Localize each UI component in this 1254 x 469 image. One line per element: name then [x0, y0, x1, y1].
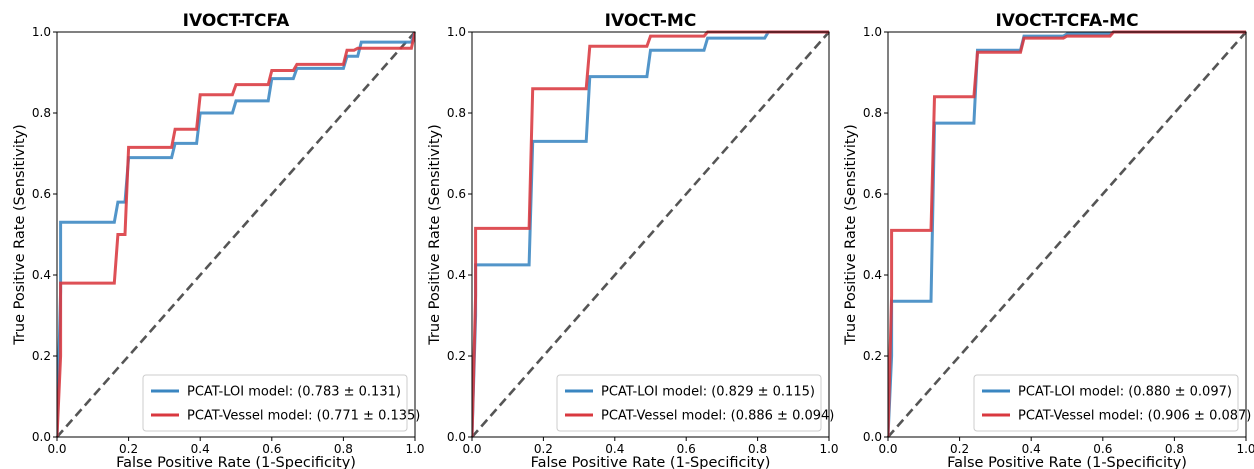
legend-label-series-1: PCAT-LOI model: (0.829 ± 0.115) — [601, 385, 815, 400]
y-tick-label: 0.6 — [32, 187, 51, 201]
x-tick-label: 0.4 — [605, 442, 624, 456]
legend: PCAT-LOI model: (0.880 ± 0.097) PCAT-Vess… — [973, 374, 1251, 432]
x-tick-label: 0.6 — [677, 442, 696, 456]
chart-panel-3: 0.0 0.2 0.4 0.6 0.8 1.0 0.0 0.2 0.4 0.6 0.8 1.0 IVOC… — [843, 11, 1254, 469]
chance-diagonal-line — [471, 31, 830, 438]
x-tick-label: 0.2 — [119, 442, 138, 456]
y-tick-label: 0.4 — [447, 268, 466, 282]
x-tick-label: 0.0 — [878, 442, 897, 456]
chart-panel-1: 0.0 0.2 0.4 0.6 0.8 1.0 0.0 0.2 0.4 0.6 0.8 1.0 IVOC… — [12, 11, 425, 469]
y-tick-label: 0.6 — [447, 187, 466, 201]
chance-diagonal-line — [56, 31, 416, 438]
legend-label-series-2: PCAT-Vessel model: (0.771 ± 0.135) — [187, 409, 420, 424]
legend-label-series-1: PCAT-LOI model: (0.880 ± 0.097) — [1018, 385, 1232, 400]
y-tick-label: 0.0 — [863, 430, 882, 444]
x-tick-label: 1.0 — [405, 442, 424, 456]
x-tick-label: 0.4 — [191, 442, 210, 456]
y-axis-label: True Positive Rate (Sensitivity) — [12, 124, 28, 346]
x-tick-label: 0.8 — [1165, 442, 1184, 456]
y-tick-label: 1.0 — [447, 25, 466, 39]
series-group — [472, 30, 829, 437]
x-axis-label: False Positive Rate (1-Specificity) — [947, 455, 1187, 469]
x-tick-label: 0.0 — [462, 442, 481, 456]
legend-box — [973, 374, 1239, 432]
legend-box — [556, 374, 822, 432]
roc-curve-series-2 — [888, 30, 1246, 437]
legend-box — [142, 374, 408, 432]
y-tick-label: 0.8 — [863, 106, 882, 120]
y-axis-label: True Positive Rate (Sensitivity) — [427, 124, 443, 346]
x-tick-label: 1.0 — [1236, 442, 1254, 456]
roc-curve-series-1 — [472, 30, 829, 437]
series-group — [57, 31, 415, 437]
x-tick-label: 0.0 — [47, 442, 66, 456]
chart-panel-2: 0.0 0.2 0.4 0.6 0.8 1.0 0.0 0.2 0.4 0.6 0.8 1.0 IVOC… — [427, 11, 839, 469]
legend-label-series-1: PCAT-LOI model: (0.783 ± 0.131) — [187, 385, 401, 400]
roc-curve-series-2 — [57, 31, 415, 437]
chance-diagonal-line — [887, 31, 1247, 438]
x-tick-label: 0.4 — [1022, 442, 1041, 456]
chart-title: IVOCT-TCFA — [183, 11, 291, 31]
y-tick-label: 0.2 — [863, 349, 882, 363]
y-tick-label: 1.0 — [863, 25, 882, 39]
chart-title: IVOCT-MC — [605, 11, 697, 31]
x-axis-label: False Positive Rate (1-Specificity) — [116, 455, 356, 469]
y-axis-label: True Positive Rate (Sensitivity) — [843, 124, 859, 346]
x-axis-label: False Positive Rate (1-Specificity) — [531, 455, 771, 469]
y-tick-label: 0.0 — [447, 430, 466, 444]
y-tick-label: 1.0 — [32, 25, 51, 39]
y-tick-label: 0.2 — [32, 349, 51, 363]
y-tick-label: 0.4 — [32, 268, 51, 282]
y-tick-label: 0.6 — [863, 187, 882, 201]
x-tick-label: 1.0 — [819, 442, 838, 456]
axes-frame — [887, 31, 1247, 438]
y-tick-label: 0.4 — [863, 268, 882, 282]
axes-frame — [56, 31, 416, 438]
roc-curve-series-1 — [888, 30, 1246, 437]
axes-frame — [471, 31, 830, 438]
series-group — [888, 30, 1246, 437]
legend: PCAT-LOI model: (0.829 ± 0.115) PCAT-Vess… — [556, 374, 834, 432]
x-tick-label: 0.8 — [748, 442, 767, 456]
y-tick-label: 0.8 — [447, 106, 466, 120]
x-tick-label: 0.2 — [534, 442, 553, 456]
legend-label-series-2: PCAT-Vessel model: (0.886 ± 0.094) — [601, 409, 834, 424]
chart-title: IVOCT-TCFA-MC — [995, 11, 1138, 31]
roc-curve-series-2 — [472, 30, 829, 437]
legend: PCAT-LOI model: (0.783 ± 0.131) PCAT-Vess… — [142, 374, 420, 432]
y-tick-label: 0.2 — [447, 349, 466, 363]
x-tick-label: 0.2 — [950, 442, 969, 456]
x-tick-label: 0.8 — [334, 442, 353, 456]
y-tick-label: 0.0 — [32, 430, 51, 444]
roc-curve-series-1 — [57, 31, 415, 437]
x-tick-label: 0.6 — [1093, 442, 1112, 456]
x-tick-label: 0.6 — [262, 442, 281, 456]
y-tick-label: 0.8 — [32, 106, 51, 120]
legend-label-series-2: PCAT-Vessel model: (0.906 ± 0.087) — [1018, 409, 1251, 424]
